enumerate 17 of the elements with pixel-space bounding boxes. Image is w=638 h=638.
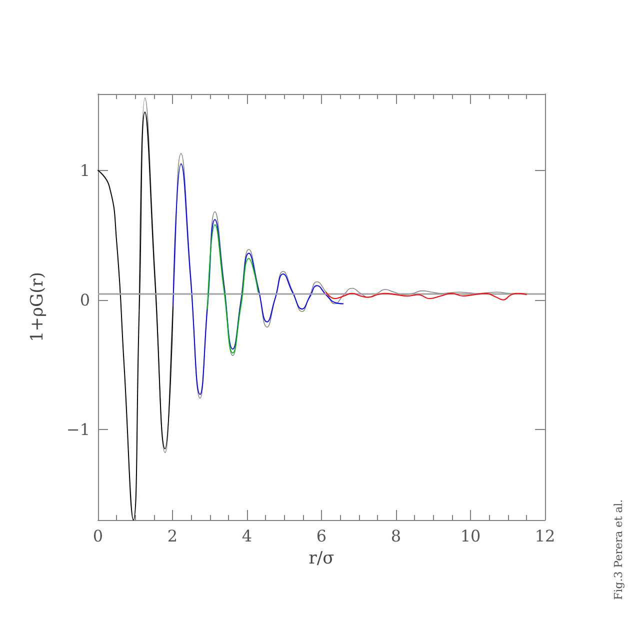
x-tick-label: 4	[242, 526, 252, 546]
x-axis-title: r/σ	[308, 548, 335, 568]
line-series	[207, 224, 259, 354]
y-tick-label: 0	[80, 290, 90, 310]
y-axis-title: 1+ρG(r)	[28, 272, 48, 342]
y-tick-label: 1	[80, 160, 90, 180]
line-series	[98, 112, 174, 520]
x-tick-label: 0	[92, 526, 104, 546]
x-tick-label: 8	[390, 526, 402, 546]
line-series	[172, 163, 344, 395]
y-tick-label: −1	[66, 420, 90, 439]
x-tick-label: 6	[316, 526, 327, 546]
x-tick-label: 10	[460, 526, 481, 546]
line-series	[325, 292, 527, 300]
x-tick-label: 12	[534, 526, 556, 546]
x-tick-label: 2	[167, 526, 178, 546]
caption: Fig.3 Perera et al.	[612, 499, 625, 600]
